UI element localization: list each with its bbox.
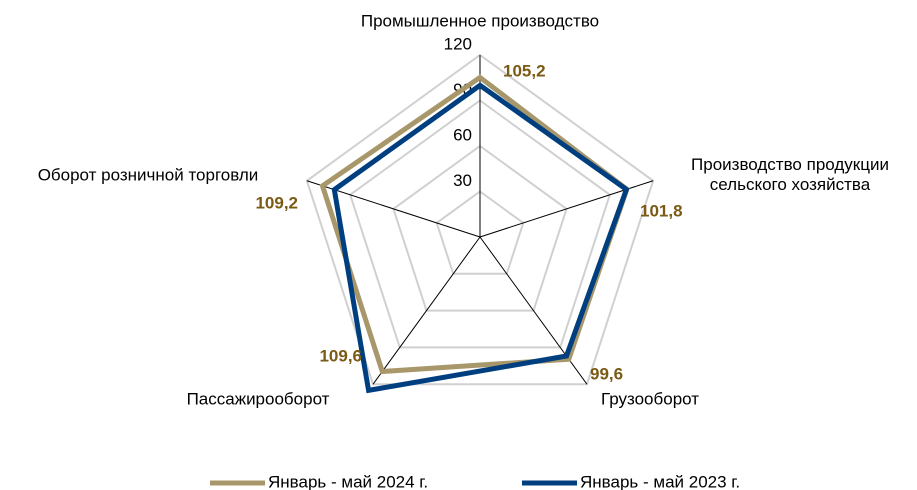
grid-line xyxy=(435,190,525,275)
y-tick-label: 60 xyxy=(453,125,472,144)
data-label: 109,2 xyxy=(255,193,298,212)
series-line xyxy=(319,74,630,375)
category-label: Пассажирооборот xyxy=(187,389,330,408)
category-label: Грузооборот xyxy=(601,389,699,408)
data-label: 105,2 xyxy=(503,61,546,80)
data-label: 101,8 xyxy=(640,201,683,220)
legend-label: Январь - май 2024 г. xyxy=(268,472,428,490)
category-label: Производство продукции сельского хозяйств… xyxy=(691,155,889,194)
y-tick-label: 120 xyxy=(444,34,472,53)
y-tick-label: 30 xyxy=(453,171,472,190)
grid-line xyxy=(392,144,568,312)
grid-line xyxy=(349,99,611,349)
data-label: 99,6 xyxy=(590,364,623,383)
category-label: Оборот розничной торговли xyxy=(38,165,259,184)
spoke xyxy=(372,236,481,385)
series-line xyxy=(331,82,630,394)
grid-line xyxy=(305,53,655,386)
legend-label: Январь - май 2023 г. xyxy=(580,472,740,490)
data-label: 109,6 xyxy=(319,346,362,365)
category-label: Промышленное производство xyxy=(361,11,599,30)
